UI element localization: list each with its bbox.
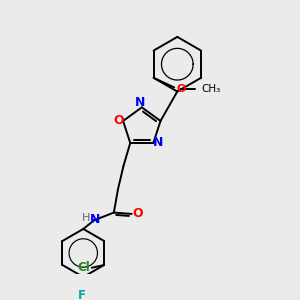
Text: O: O <box>113 114 124 128</box>
Text: N: N <box>90 213 100 226</box>
Text: O: O <box>176 84 186 94</box>
Text: O: O <box>132 207 143 220</box>
Text: N: N <box>153 136 164 149</box>
Text: N: N <box>135 96 146 109</box>
Text: H: H <box>82 213 91 223</box>
Text: Cl: Cl <box>77 261 90 274</box>
Text: F: F <box>78 289 86 300</box>
Text: CH₃: CH₃ <box>202 84 221 94</box>
